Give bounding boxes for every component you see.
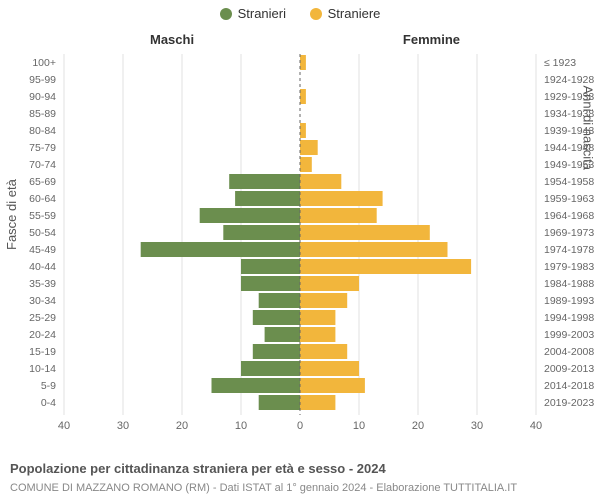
bar-female (300, 225, 430, 240)
bar-female (300, 293, 347, 308)
legend-item-male: Stranieri (220, 6, 286, 21)
year-label: 1984-1988 (544, 278, 594, 290)
age-label: 20-24 (29, 329, 56, 341)
svg-text:10: 10 (235, 420, 247, 432)
year-label: 1974-1978 (544, 244, 594, 256)
bar-female (300, 276, 359, 291)
bar-male (253, 344, 300, 359)
chart-title: Popolazione per cittadinanza straniera p… (10, 461, 386, 476)
year-label: 1924-1928 (544, 74, 594, 86)
year-label: 2019-2023 (544, 397, 594, 409)
legend-swatch-female (310, 8, 322, 20)
svg-text:20: 20 (412, 420, 424, 432)
age-label: 40-44 (29, 261, 56, 273)
bar-female (300, 123, 306, 138)
svg-text:40: 40 (530, 420, 542, 432)
year-label: ≤ 1923 (544, 57, 576, 69)
year-label: 1994-1998 (544, 312, 594, 324)
bar-male (265, 327, 300, 342)
age-label: 0-4 (41, 397, 56, 409)
year-label: 1999-2003 (544, 329, 594, 341)
side-title-female: Femmine (403, 32, 460, 47)
age-label: 90-94 (29, 91, 56, 103)
svg-text:0: 0 (297, 420, 303, 432)
bar-male (141, 242, 300, 257)
bar-male (241, 361, 300, 376)
bar-male (223, 225, 300, 240)
age-label: 70-74 (29, 159, 56, 171)
svg-text:30: 30 (117, 420, 129, 432)
year-label: 1959-1963 (544, 193, 594, 205)
legend: Stranieri Straniere (0, 6, 600, 23)
age-label: 95-99 (29, 74, 56, 86)
bar-female (300, 344, 347, 359)
year-label: 1939-1943 (544, 125, 594, 137)
bar-female (300, 208, 377, 223)
svg-text:40: 40 (58, 420, 70, 432)
bar-male (259, 395, 300, 410)
bar-female (300, 327, 335, 342)
age-label: 25-29 (29, 312, 56, 324)
year-label: 2014-2018 (544, 380, 594, 392)
yaxis-title-left: Fasce di età (4, 179, 19, 250)
bar-female (300, 140, 318, 155)
bar-female (300, 259, 471, 274)
legend-label-male: Stranieri (238, 6, 286, 21)
age-label: 10-14 (29, 363, 56, 375)
bar-female (300, 191, 383, 206)
age-label: 65-69 (29, 176, 56, 188)
plot-area: 01010202030304040100+≤ 192395-991924-192… (62, 46, 538, 426)
pyramid-svg: 01010202030304040100+≤ 192395-991924-192… (62, 46, 538, 426)
year-label: 1964-1968 (544, 210, 594, 222)
bar-female (300, 174, 341, 189)
bar-female (300, 378, 365, 393)
bar-male (229, 174, 300, 189)
legend-swatch-male (220, 8, 232, 20)
bar-male (212, 378, 301, 393)
age-label: 45-49 (29, 244, 56, 256)
year-label: 1989-1993 (544, 295, 594, 307)
legend-label-female: Straniere (328, 6, 381, 21)
age-label: 30-34 (29, 295, 56, 307)
age-label: 100+ (32, 57, 56, 69)
age-label: 35-39 (29, 278, 56, 290)
bar-male (259, 293, 300, 308)
bar-female (300, 157, 312, 172)
bar-female (300, 242, 448, 257)
bar-male (253, 310, 300, 325)
bar-female (300, 89, 306, 104)
legend-item-female: Straniere (310, 6, 381, 21)
bar-male (241, 276, 300, 291)
age-label: 85-89 (29, 108, 56, 120)
svg-text:30: 30 (471, 420, 483, 432)
chart-container: Stranieri Straniere Maschi Femmine Fasce… (0, 0, 600, 500)
year-label: 1944-1948 (544, 142, 594, 154)
svg-text:10: 10 (353, 420, 365, 432)
year-label: 1949-1953 (544, 159, 594, 171)
year-label: 1954-1958 (544, 176, 594, 188)
bar-male (241, 259, 300, 274)
bar-female (300, 310, 335, 325)
bar-male (200, 208, 300, 223)
bar-female (300, 55, 306, 70)
year-label: 1979-1983 (544, 261, 594, 273)
age-label: 60-64 (29, 193, 56, 205)
age-label: 80-84 (29, 125, 56, 137)
age-label: 15-19 (29, 346, 56, 358)
age-label: 5-9 (41, 380, 56, 392)
bar-female (300, 395, 335, 410)
side-title-male: Maschi (150, 32, 194, 47)
year-label: 1934-1938 (544, 108, 594, 120)
bar-male (235, 191, 300, 206)
year-label: 1929-1933 (544, 91, 594, 103)
year-label: 2009-2013 (544, 363, 594, 375)
year-label: 1969-1973 (544, 227, 594, 239)
chart-subtitle: COMUNE DI MAZZANO ROMANO (RM) - Dati IST… (10, 482, 517, 494)
bar-female (300, 361, 359, 376)
age-label: 55-59 (29, 210, 56, 222)
age-label: 75-79 (29, 142, 56, 154)
age-label: 50-54 (29, 227, 56, 239)
year-label: 2004-2008 (544, 346, 594, 358)
svg-text:20: 20 (176, 420, 188, 432)
